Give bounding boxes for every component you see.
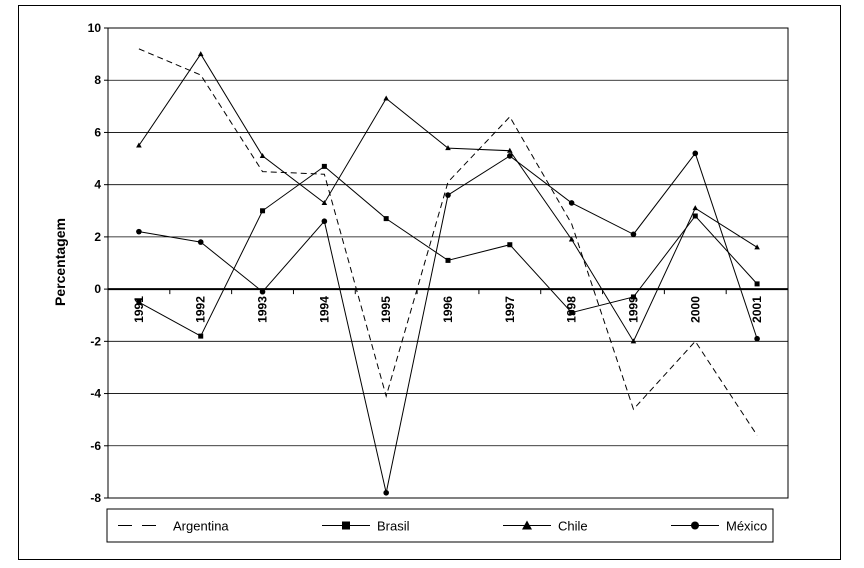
y-tick-label: 0 (94, 282, 101, 296)
data-point-triangle (630, 338, 637, 344)
data-point-square (198, 333, 204, 339)
data-point-triangle (692, 205, 699, 211)
data-point-circle (259, 288, 266, 295)
data-point-circle (507, 153, 513, 159)
x-tick-label: 1995 (379, 296, 393, 323)
data-point-circle (692, 150, 699, 157)
series-lines (136, 48, 760, 496)
data-point-circle (197, 239, 204, 245)
data-point-square (692, 213, 698, 219)
legend-label: Argentina (173, 519, 229, 534)
x-axis-ticks: 1991 1992 1993 1994 1995 1996 1997 1998 1999 2000… (107, 289, 789, 323)
data-point-square (507, 242, 513, 248)
data-point-triangle (507, 147, 513, 153)
legend-label: México (726, 519, 767, 534)
x-tick-label: 2000 (688, 296, 702, 323)
legend-marker-triangle (522, 520, 532, 530)
y-tick-label: 8 (94, 73, 101, 87)
grid-lines (107, 27, 789, 499)
plot-area-border (107, 27, 789, 499)
data-point-square (630, 294, 636, 300)
data-point-triangle (568, 236, 575, 242)
legend-entry: Brasil (322, 519, 410, 534)
series-chile (136, 51, 760, 344)
x-tick-label: 1999 (626, 296, 640, 323)
data-point-circle (568, 200, 575, 206)
x-tick-label: 1994 (317, 296, 331, 323)
y-tick-label: 2 (94, 230, 101, 244)
legend: Argentina Brasil Chile México (106, 508, 774, 543)
legend-marker-circle (691, 521, 699, 530)
data-point-square (569, 310, 575, 316)
data-point-triangle (259, 152, 266, 158)
x-tick-label: 1991 (132, 296, 146, 323)
data-point-square (321, 163, 327, 169)
data-point-square (260, 208, 266, 214)
legend-entry: México (671, 519, 767, 534)
legend-box (106, 508, 774, 543)
x-tick-label: 1997 (503, 296, 517, 323)
x-tick-label: 1993 (256, 296, 270, 323)
y-tick-label: -8 (90, 491, 101, 505)
x-tick-label: 1992 (194, 296, 208, 323)
data-point-square (383, 216, 389, 222)
data-point-triangle (445, 145, 451, 151)
x-tick-label: 2001 (750, 296, 764, 323)
y-tick-label: -6 (90, 439, 101, 453)
data-point-triangle (383, 95, 389, 101)
data-point-square (754, 281, 760, 287)
legend-entry: Chile (503, 519, 588, 534)
legend-entry: Argentina (118, 519, 229, 534)
data-point-circle (630, 231, 637, 238)
y-tick-label: -4 (90, 387, 101, 401)
data-point-square (445, 257, 451, 263)
legend-marker-square (342, 521, 350, 530)
data-point-square (136, 299, 142, 305)
data-point-circle (136, 228, 142, 235)
data-point-circle (321, 218, 328, 225)
data-point-circle (754, 335, 760, 342)
data-point-circle (445, 192, 451, 198)
data-point-triangle (136, 142, 142, 148)
data-point-circle (383, 489, 389, 496)
series-line (138, 48, 758, 436)
y-tick-label: 6 (94, 125, 101, 139)
series-brasil (136, 163, 760, 339)
legend-label: Chile (558, 519, 588, 534)
data-point-triangle (321, 199, 328, 205)
series-méxico (136, 150, 760, 496)
series-argentina (138, 48, 758, 436)
y-axis-ticks: 10 8 6 4 2 0 -2 -4 -6 -8 (88, 21, 108, 505)
data-point-triangle (197, 51, 204, 57)
x-tick-label: 1998 (565, 296, 579, 323)
y-tick-label: 10 (88, 21, 102, 35)
x-tick-label: 1996 (441, 296, 455, 323)
legend-label: Brasil (377, 519, 410, 534)
y-tick-label: -2 (90, 334, 101, 348)
y-tick-label: 4 (94, 178, 101, 192)
data-point-triangle (754, 244, 760, 250)
y-axis-label: Percentagem (52, 218, 68, 306)
